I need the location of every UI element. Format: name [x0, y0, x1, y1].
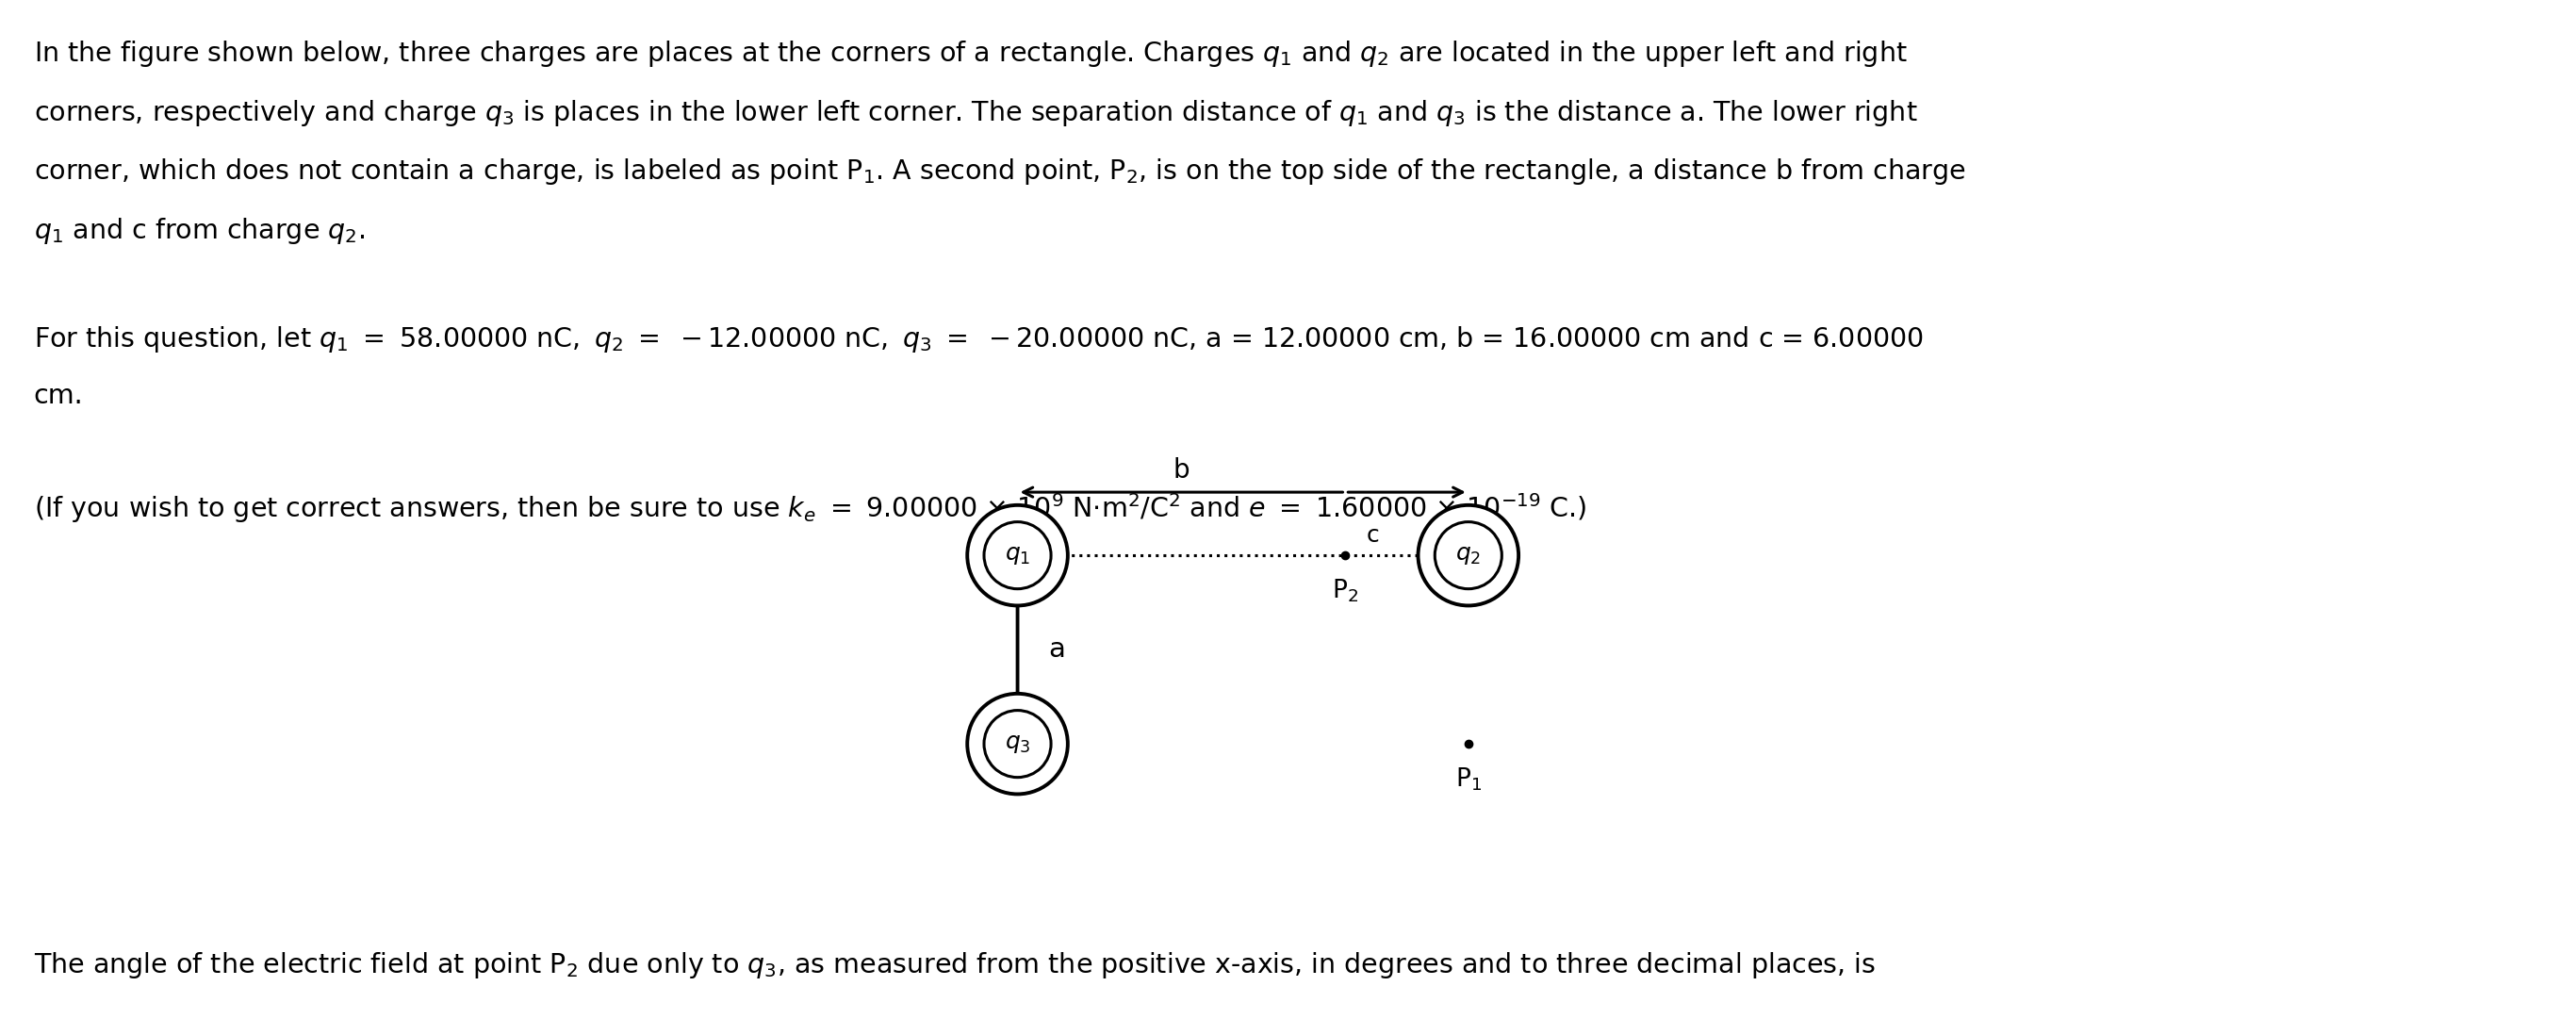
Ellipse shape	[969, 505, 1066, 605]
Text: P$_2$: P$_2$	[1332, 578, 1358, 604]
Text: corners, respectively and charge $q_3$ is places in the lower left corner. The s: corners, respectively and charge $q_3$ i…	[33, 98, 1917, 128]
Text: b: b	[1172, 458, 1190, 484]
Text: The angle of the electric field at point P$_2$ due only to $q_3$, as measured fr: The angle of the electric field at point…	[33, 950, 1875, 980]
Text: For this question, let $q_1\ =\ $58.00000 nC$,\ q_2\ =\ -$12.00000 nC$,\ q_3\ =\: For this question, let $q_1\ =\ $58.0000…	[33, 324, 1924, 355]
Text: c: c	[1365, 525, 1378, 547]
Text: In the figure shown below, three charges are places at the corners of a rectangl: In the figure shown below, three charges…	[33, 39, 1906, 69]
Text: $q_2$: $q_2$	[1455, 544, 1481, 567]
Ellipse shape	[1417, 505, 1520, 605]
Text: a: a	[1048, 637, 1066, 662]
Text: P$_1$: P$_1$	[1455, 766, 1481, 793]
Text: corner, which does not contain a charge, is labeled as point P$_1$. A second poi: corner, which does not contain a charge,…	[33, 157, 1965, 187]
Text: $q_1$: $q_1$	[1005, 544, 1030, 567]
Ellipse shape	[969, 694, 1066, 794]
Text: $q_3$: $q_3$	[1005, 733, 1030, 755]
Text: (If you wish to get correct answers, then be sure to use $k_e\ =\ $9.00000 $\tim: (If you wish to get correct answers, the…	[33, 491, 1587, 525]
Text: cm.: cm.	[33, 383, 82, 410]
Text: $q_1$ and c from charge $q_2$.: $q_1$ and c from charge $q_2$.	[33, 216, 366, 247]
